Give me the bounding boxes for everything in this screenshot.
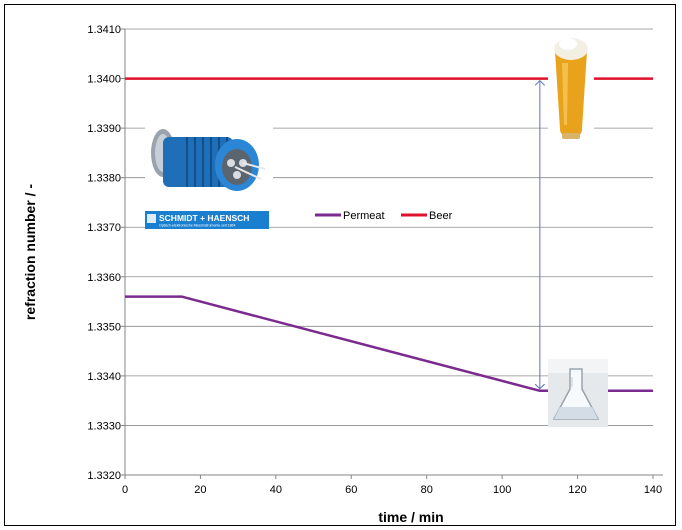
y-tick-label: 1.3380: [87, 173, 121, 185]
x-tick-label: 80: [421, 484, 433, 496]
svg-text:SCHMIDT + HAENSCH: SCHMIDT + HAENSCH: [159, 213, 249, 223]
x-tick-label: 60: [345, 484, 357, 496]
permeate-flask-image: [548, 359, 608, 427]
y-tick-label: 1.3320: [87, 470, 121, 482]
x-tick-label: 140: [644, 484, 662, 496]
svg-text:Optisch-elektronische Messinst: Optisch-elektronische Messinstrumente se…: [159, 224, 236, 228]
legend-label-permeat: Permeat: [343, 210, 385, 222]
line-chart: 1.3320 1.3330 1.3340 1.3350 1.3360 1.3370 1.33…: [22, 24, 663, 525]
x-tick-label: 20: [194, 484, 206, 496]
legend: Permeat Beer: [309, 205, 465, 225]
y-tick-label: 1.3350: [87, 321, 121, 333]
y-tick-labels: 1.3320 1.3330 1.3340 1.3350 1.3360 1.3370 1.33…: [87, 24, 125, 482]
x-tick-label: 100: [493, 484, 511, 496]
legend-label-beer: Beer: [429, 210, 453, 222]
refractometer-sensor-image: [145, 123, 273, 211]
y-tick-label: 1.3370: [87, 222, 121, 234]
schmidt-haensch-logo: SCHMIDT + HAENSCH Optisch-elektronische …: [145, 211, 269, 229]
x-tick-label: 0: [122, 484, 128, 496]
y-tick-label: 1.3340: [87, 371, 121, 383]
y-tick-label: 1.3330: [87, 420, 121, 432]
y-tick-label: 1.3360: [87, 272, 121, 284]
x-tick-labels: 0 20 40 60 80 100 120 140: [122, 475, 662, 496]
y-tick-label: 1.3410: [87, 24, 121, 36]
chart-frame: 1.3320 1.3330 1.3340 1.3350 1.3360 1.3370 1.33…: [4, 4, 676, 526]
beer-glass-image: [548, 33, 594, 145]
y-axis-title: refraction number / -: [22, 184, 38, 320]
y-tick-label: 1.3390: [87, 123, 121, 135]
x-tick-label: 120: [568, 484, 586, 496]
x-axis-title: time / min: [378, 509, 443, 525]
x-tick-label: 40: [270, 484, 282, 496]
y-tick-label: 1.3400: [87, 74, 121, 86]
